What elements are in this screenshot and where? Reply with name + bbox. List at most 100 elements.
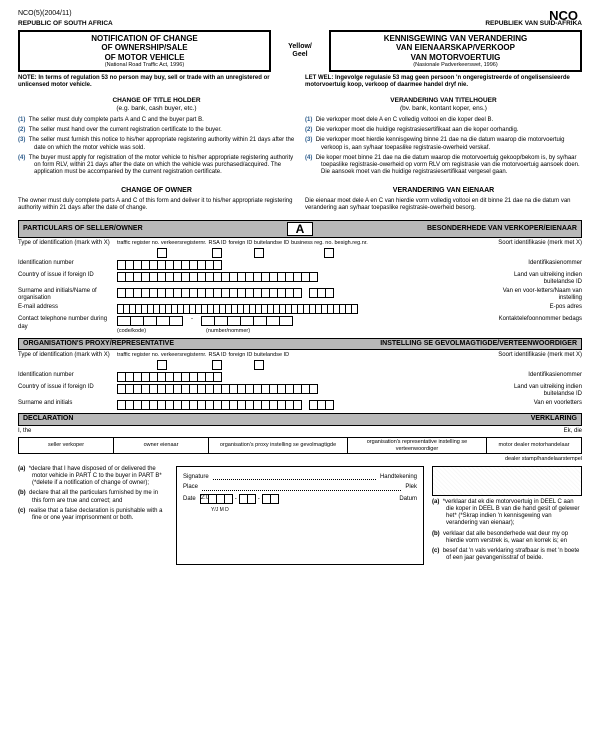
bar-proxy-en: ORGANISATION'S PROXY/REPRESENTATIVE (23, 340, 174, 348)
country-lbl-en: Country of issue if foreign ID (18, 272, 113, 279)
bar-proxy-af: INSTELLING SE GEVOLMAGTIGDE/VERTEENWOORD… (380, 340, 577, 348)
p-surname-cells[interactable] (117, 400, 302, 410)
p-country-af: Land van uitreiking indien buitelandse I… (487, 384, 582, 398)
p-id-num-en: Identification number (18, 372, 113, 379)
surname-cells[interactable] (117, 288, 302, 298)
i-the: I, the (18, 428, 31, 435)
initials-cells[interactable] (309, 288, 334, 298)
yellow-en: Yellow/ (288, 43, 312, 51)
email-lbl-af: E-pos adres (487, 304, 582, 311)
titleholder-sub-en: (e.g. bank, cash buyer, etc.) (18, 105, 295, 113)
place-lbl-af: Plek (405, 484, 417, 491)
place-line[interactable] (202, 485, 401, 491)
title-af-l2: VAN EIENAARSKAP/VERKOOP (335, 43, 576, 52)
titleholder-sub-af: (bv. bank, kontant koper, ens.) (305, 105, 582, 113)
change-owner-head-af: VERANDERING VAN EIENAAR (305, 187, 582, 195)
decl-b-af: (b) verklaar dat alle besonderhede wat d… (432, 531, 582, 545)
yellow-box: Yellow/ Geel (275, 30, 325, 72)
role-seller[interactable]: seller verkoper (19, 438, 114, 453)
form-code: NCO(5)(2004/11) (18, 10, 582, 18)
note-en: NOTE: In terms of regulation 53 no perso… (18, 75, 295, 89)
p-initials-cells[interactable] (309, 400, 334, 410)
p-id-num-af: Identifikasienommer (487, 372, 582, 379)
country-lbl-af: Land van uitreiking indien buitelandse I… (487, 272, 582, 286)
role-dealer[interactable]: motor dealer motorhandelaar (487, 438, 581, 453)
title-box-af: KENNISGEWING VAN VERANDERING VAN EIENAAR… (329, 30, 582, 72)
country-cells[interactable] (117, 272, 318, 282)
decl-c-af: (c) besef dat 'n vals verklaring strafba… (432, 548, 582, 562)
title-en-sub: (National Road Traffic Act, 1996) (24, 62, 265, 68)
p-id-cells[interactable] (117, 372, 222, 382)
bus-reg-chk[interactable] (324, 248, 334, 258)
date-cells[interactable]: 2:0 - - (200, 494, 279, 504)
title-af-sub: (Nasionale Padverkeerswet, 1996) (335, 62, 576, 68)
decl-role-table: seller verkoper owner eienaar organisati… (18, 437, 582, 454)
date-lbl-af: Datum (399, 496, 417, 503)
p-surname-af: Van en voorletters (487, 400, 582, 407)
title-box-en: NOTIFICATION OF CHANGE OF OWNERSHIP/SALE… (18, 30, 271, 72)
foreign-id-chk[interactable] (254, 248, 264, 258)
date-lbl-en: Date (183, 496, 196, 503)
note-af-1: (1) Die verkoper moet dele A en C volled… (305, 117, 582, 124)
note-af-4: (4) Die koper moet binne 21 dae na die d… (305, 155, 582, 177)
code-lbl: (code/kode) (117, 328, 146, 335)
dealer-stamp-lbl: dealer stamp/handelaarstempel (18, 456, 582, 463)
role-owner[interactable]: owner eienaar (114, 438, 209, 453)
republic-en: REPUBLIC OF SOUTH AFRICA (18, 20, 113, 28)
title-af-l1: KENNISGEWING VAN VERANDERING (335, 34, 576, 43)
id-num-cells[interactable] (117, 260, 222, 270)
phone-code-cells[interactable] (117, 316, 183, 326)
p-country-cells[interactable] (117, 384, 318, 394)
sig-lbl-en: Signature (183, 474, 209, 481)
p-country-en: Country of issue if foreign ID (18, 384, 113, 391)
decl-b-en: (b) declare that all the particulars fur… (18, 490, 168, 504)
p-foreign-lbl: foreign ID buitelandse ID (229, 352, 290, 359)
id-num-lbl-af: Identifikasienommer (487, 260, 582, 267)
foreign-id-lbl: foreign ID buitelandse ID (229, 240, 290, 247)
note-en-3: (3) The seller must furnish this notice … (18, 137, 295, 151)
p-rsa-lbl: RSA ID (208, 352, 226, 359)
p-foreign-chk[interactable] (254, 360, 264, 370)
place-lbl-en: Place (183, 484, 198, 491)
decl-a-af: (a) *verklaar dat ek die motorvoertuig i… (432, 499, 582, 528)
yellow-af: Geel (292, 51, 307, 59)
sig-lbl-af: Handtekening (380, 474, 417, 481)
bar-decl-af: VERKLARING (531, 415, 577, 423)
role-rep[interactable]: organisation's representative instelling… (348, 438, 487, 453)
section-bar-proxy: ORGANISATION'S PROXY/REPRESENTATIVE INST… (18, 338, 582, 350)
decl-a-en: (a) *declare that I have disposed of or … (18, 466, 168, 488)
proxy-type-id-af: Soort identifikasie (merk met X) (487, 352, 582, 359)
rsa-id-chk[interactable] (212, 248, 222, 258)
bus-reg-lbl: business reg. no. besigh.reg.nr. (291, 240, 368, 247)
number-lbl: (number/nommer) (206, 328, 250, 335)
note-en-4: (4) The buyer must apply for registratio… (18, 155, 295, 177)
p-traffic-lbl: traffic register no. verkeersregisternr. (117, 352, 206, 359)
sig-line[interactable] (213, 474, 376, 480)
p-traffic-chk[interactable] (157, 360, 167, 370)
nco-label: NCO (549, 8, 578, 24)
note-en-2: (2) The seller must hand over the curren… (18, 127, 295, 134)
dealer-stamp-box[interactable] (432, 466, 582, 496)
note-af-3: (3) Die verkoper moet hierdie kennisgewi… (305, 137, 582, 151)
titleholder-head-af: VERANDERING VAN TITELHOUER (305, 97, 582, 105)
note-af: LET WEL: Ingevolge regulasie 53 mag geen… (305, 75, 582, 89)
bar-a-en: PARTICULARS OF SELLER/OWNER (23, 225, 281, 233)
role-proxy[interactable]: organisation's proxy instelling se gevol… (209, 438, 348, 453)
section-bar-decl: DECLARATION VERKLARING (18, 413, 582, 425)
email-lbl-en: E-mail address (18, 304, 113, 311)
traffic-reg-lbl: traffic register no. verkeersregisternr. (117, 240, 206, 247)
proxy-type-id-en: Type of identification (mark with X) (18, 352, 113, 359)
change-owner-para-en: The owner must duly complete parts A and… (18, 198, 295, 212)
surname-lbl-en: Surname and initials/Name of organisatio… (18, 288, 113, 302)
change-owner-para-af: Die eienaar moet dele A en C van hierdie… (305, 198, 582, 212)
phone-num-cells[interactable] (201, 316, 293, 326)
section-letter-a: A (287, 222, 313, 236)
title-en-l3: OF MOTOR VEHICLE (24, 53, 265, 62)
traffic-reg-chk[interactable] (157, 248, 167, 258)
bar-decl-en: DECLARATION (23, 415, 73, 423)
phone-lbl-en: Contact telephone number during day (18, 316, 113, 330)
decl-c-en: (c) realise that a false declaration is … (18, 508, 168, 522)
p-rsa-chk[interactable] (212, 360, 222, 370)
note-en-1: (1) The seller must duly complete parts … (18, 117, 295, 124)
email-cells[interactable] (117, 304, 358, 314)
